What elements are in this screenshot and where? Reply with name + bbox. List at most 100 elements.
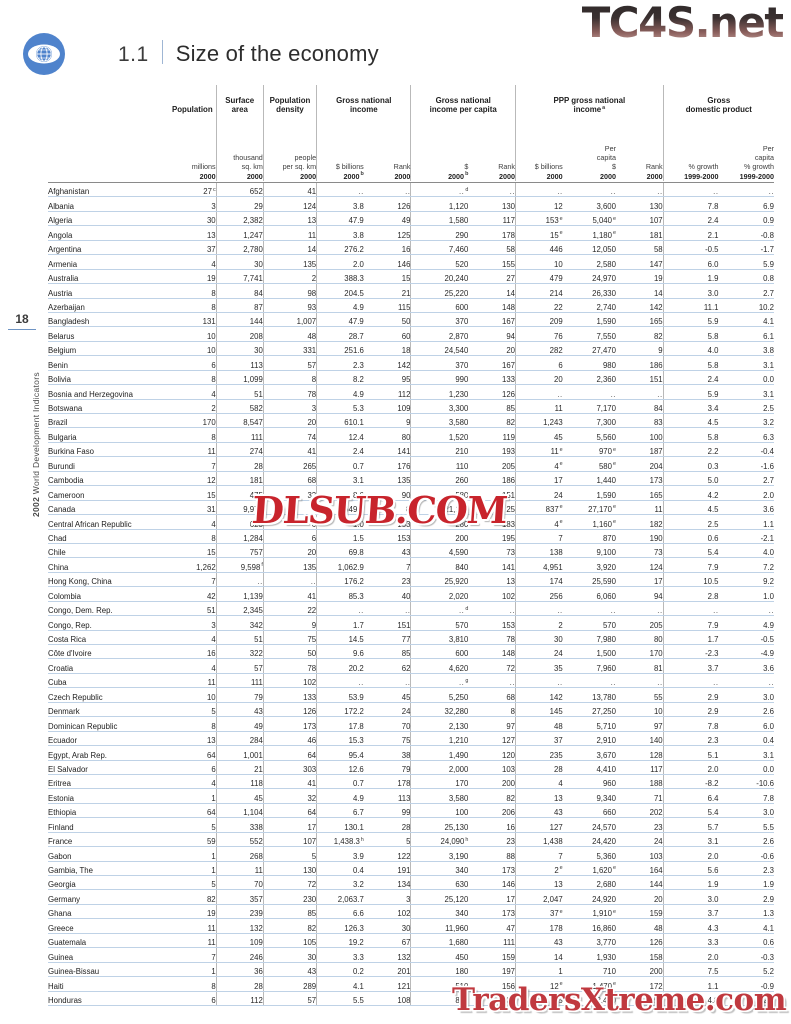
data-cell: 357 <box>215 889 264 905</box>
data-cell: 153 <box>363 514 411 530</box>
data-cell: 11 <box>169 442 217 458</box>
data-cell: 7 <box>363 557 411 573</box>
data-cell: 7 <box>169 456 217 472</box>
data-cell: 57 <box>215 658 264 674</box>
data-cell: 6.7 <box>316 803 364 819</box>
data-cell: 21 <box>215 760 264 775</box>
data-cell: 12.6 <box>316 760 364 775</box>
data-cell: .. <box>562 673 616 689</box>
data-cell: 3.2 <box>718 413 774 429</box>
country-name-cell: Australia <box>48 269 169 285</box>
data-cell: 35 <box>515 658 563 674</box>
data-cell: 4,951 <box>515 557 563 573</box>
data-cell: 165 <box>615 485 664 501</box>
data-cell: 51 <box>215 630 264 646</box>
data-cell: 7 <box>169 947 217 963</box>
data-cell: 214 <box>515 283 563 299</box>
data-cell: 48 <box>262 326 317 342</box>
country-name-cell: Bangladesh <box>48 312 169 328</box>
data-cell: 43 <box>515 803 563 819</box>
data-cell: 2.7 <box>718 471 774 487</box>
data-cell: 4 <box>169 384 217 400</box>
data-cell: 126 <box>615 933 664 949</box>
country-name-cell: Brazil <box>48 413 169 429</box>
country-name-cell: Chad <box>48 529 169 544</box>
data-cell: 57 <box>262 991 317 1006</box>
data-cell: 8 <box>262 370 317 386</box>
table-row: Belgium 10 30 331 251.6 18 24,540 20 282 27,470 9 4… <box>48 341 774 357</box>
data-cell: 5.9 <box>662 312 719 328</box>
data-cell: 5,250 <box>410 687 469 703</box>
data-cell: 6.4 <box>662 788 719 804</box>
data-cell: ..d <box>410 182 469 198</box>
data-cell: 195 <box>468 529 516 544</box>
data-cell: 13 <box>515 788 563 804</box>
data-cell: 25,220 <box>410 283 469 299</box>
data-cell: 3.1 <box>662 832 719 848</box>
data-cell: 121 <box>363 976 411 992</box>
data-cell: 109 <box>363 399 411 415</box>
data-cell: 2.2 <box>718 991 774 1006</box>
data-cell: 102 <box>363 904 411 920</box>
data-cell: 47.9 <box>316 211 364 227</box>
data-cell: 1,120 <box>410 196 469 212</box>
table-row: Germany 82 357 230 2,063.7 3 25,120 17 2,047 24,9… <box>48 889 774 905</box>
data-cell: 15 <box>363 269 411 285</box>
data-cell: 182 <box>615 514 664 530</box>
table-row: Eritrea 4 118 41 0.7 178 170 200 4 960 188 -8.2 -10.… <box>48 774 774 790</box>
data-cell: 19 <box>615 269 664 285</box>
data-cell: 4.9 <box>316 298 364 313</box>
data-cell: 6.1 <box>718 326 774 342</box>
section-number: 1.1 <box>118 43 149 66</box>
data-cell: 79 <box>363 760 411 775</box>
data-cell: 78 <box>468 630 516 646</box>
data-cell: 11 <box>169 673 217 689</box>
data-cell: 18 <box>363 341 411 357</box>
data-cell: 180 <box>410 962 469 978</box>
data-cell: 30 <box>363 918 411 934</box>
data-cell: 38 <box>363 745 411 761</box>
data-cell: 16,860 <box>562 918 616 934</box>
data-cell: 1,284 <box>215 529 264 544</box>
data-cell: 14 <box>615 283 664 299</box>
data-cell: 84 <box>615 399 664 415</box>
data-cell: 265 <box>262 456 317 472</box>
data-cell: 9 <box>615 341 664 357</box>
data-cell: 10.5 <box>662 572 719 588</box>
data-cell: 6 <box>262 514 317 530</box>
table-row: Afghanistan 27c 652 41.... ..d............ <box>48 182 774 198</box>
footnote-marker: h <box>465 836 469 843</box>
data-cell: 12.4 <box>316 427 364 443</box>
data-cell: 652 <box>215 182 264 198</box>
data-cell: 47.9 <box>316 312 364 328</box>
data-cell: 27 <box>468 269 516 285</box>
data-cell: 24,420 <box>562 832 616 848</box>
data-cell: 370 <box>410 355 469 371</box>
data-cell: 14.5 <box>316 630 364 646</box>
data-cell: 30 <box>515 630 563 646</box>
data-cell: 28.7 <box>316 326 364 342</box>
column-year: 2000b <box>448 171 469 181</box>
column-unit-header: $ billions 2000b <box>316 115 364 181</box>
data-cell: 23 <box>468 832 516 848</box>
data-cell: 127 <box>468 731 516 747</box>
data-cell: 202 <box>615 803 664 819</box>
data-cell: 62 <box>363 658 411 674</box>
data-cell: .. <box>562 182 616 198</box>
data-cell: 600 <box>410 298 469 313</box>
data-cell: 2.9 <box>662 687 719 703</box>
data-cell: 10 <box>169 687 217 703</box>
data-cell: 135 <box>262 557 317 573</box>
data-cell: 55 <box>615 687 664 703</box>
data-cell: -1.6 <box>718 456 774 472</box>
footnote-marker: h <box>360 836 364 843</box>
data-cell: 126 <box>468 384 516 400</box>
data-cell: 7.2 <box>718 557 774 573</box>
country-name-cell: Ghana <box>48 904 169 920</box>
data-cell: 72 <box>262 875 317 891</box>
country-name-cell: Guinea-Bissau <box>48 962 169 978</box>
data-cell: 20 <box>468 341 516 357</box>
data-cell: 450 <box>410 947 469 963</box>
data-cell: 68 <box>262 471 317 487</box>
data-cell: 24,540 <box>410 341 469 357</box>
